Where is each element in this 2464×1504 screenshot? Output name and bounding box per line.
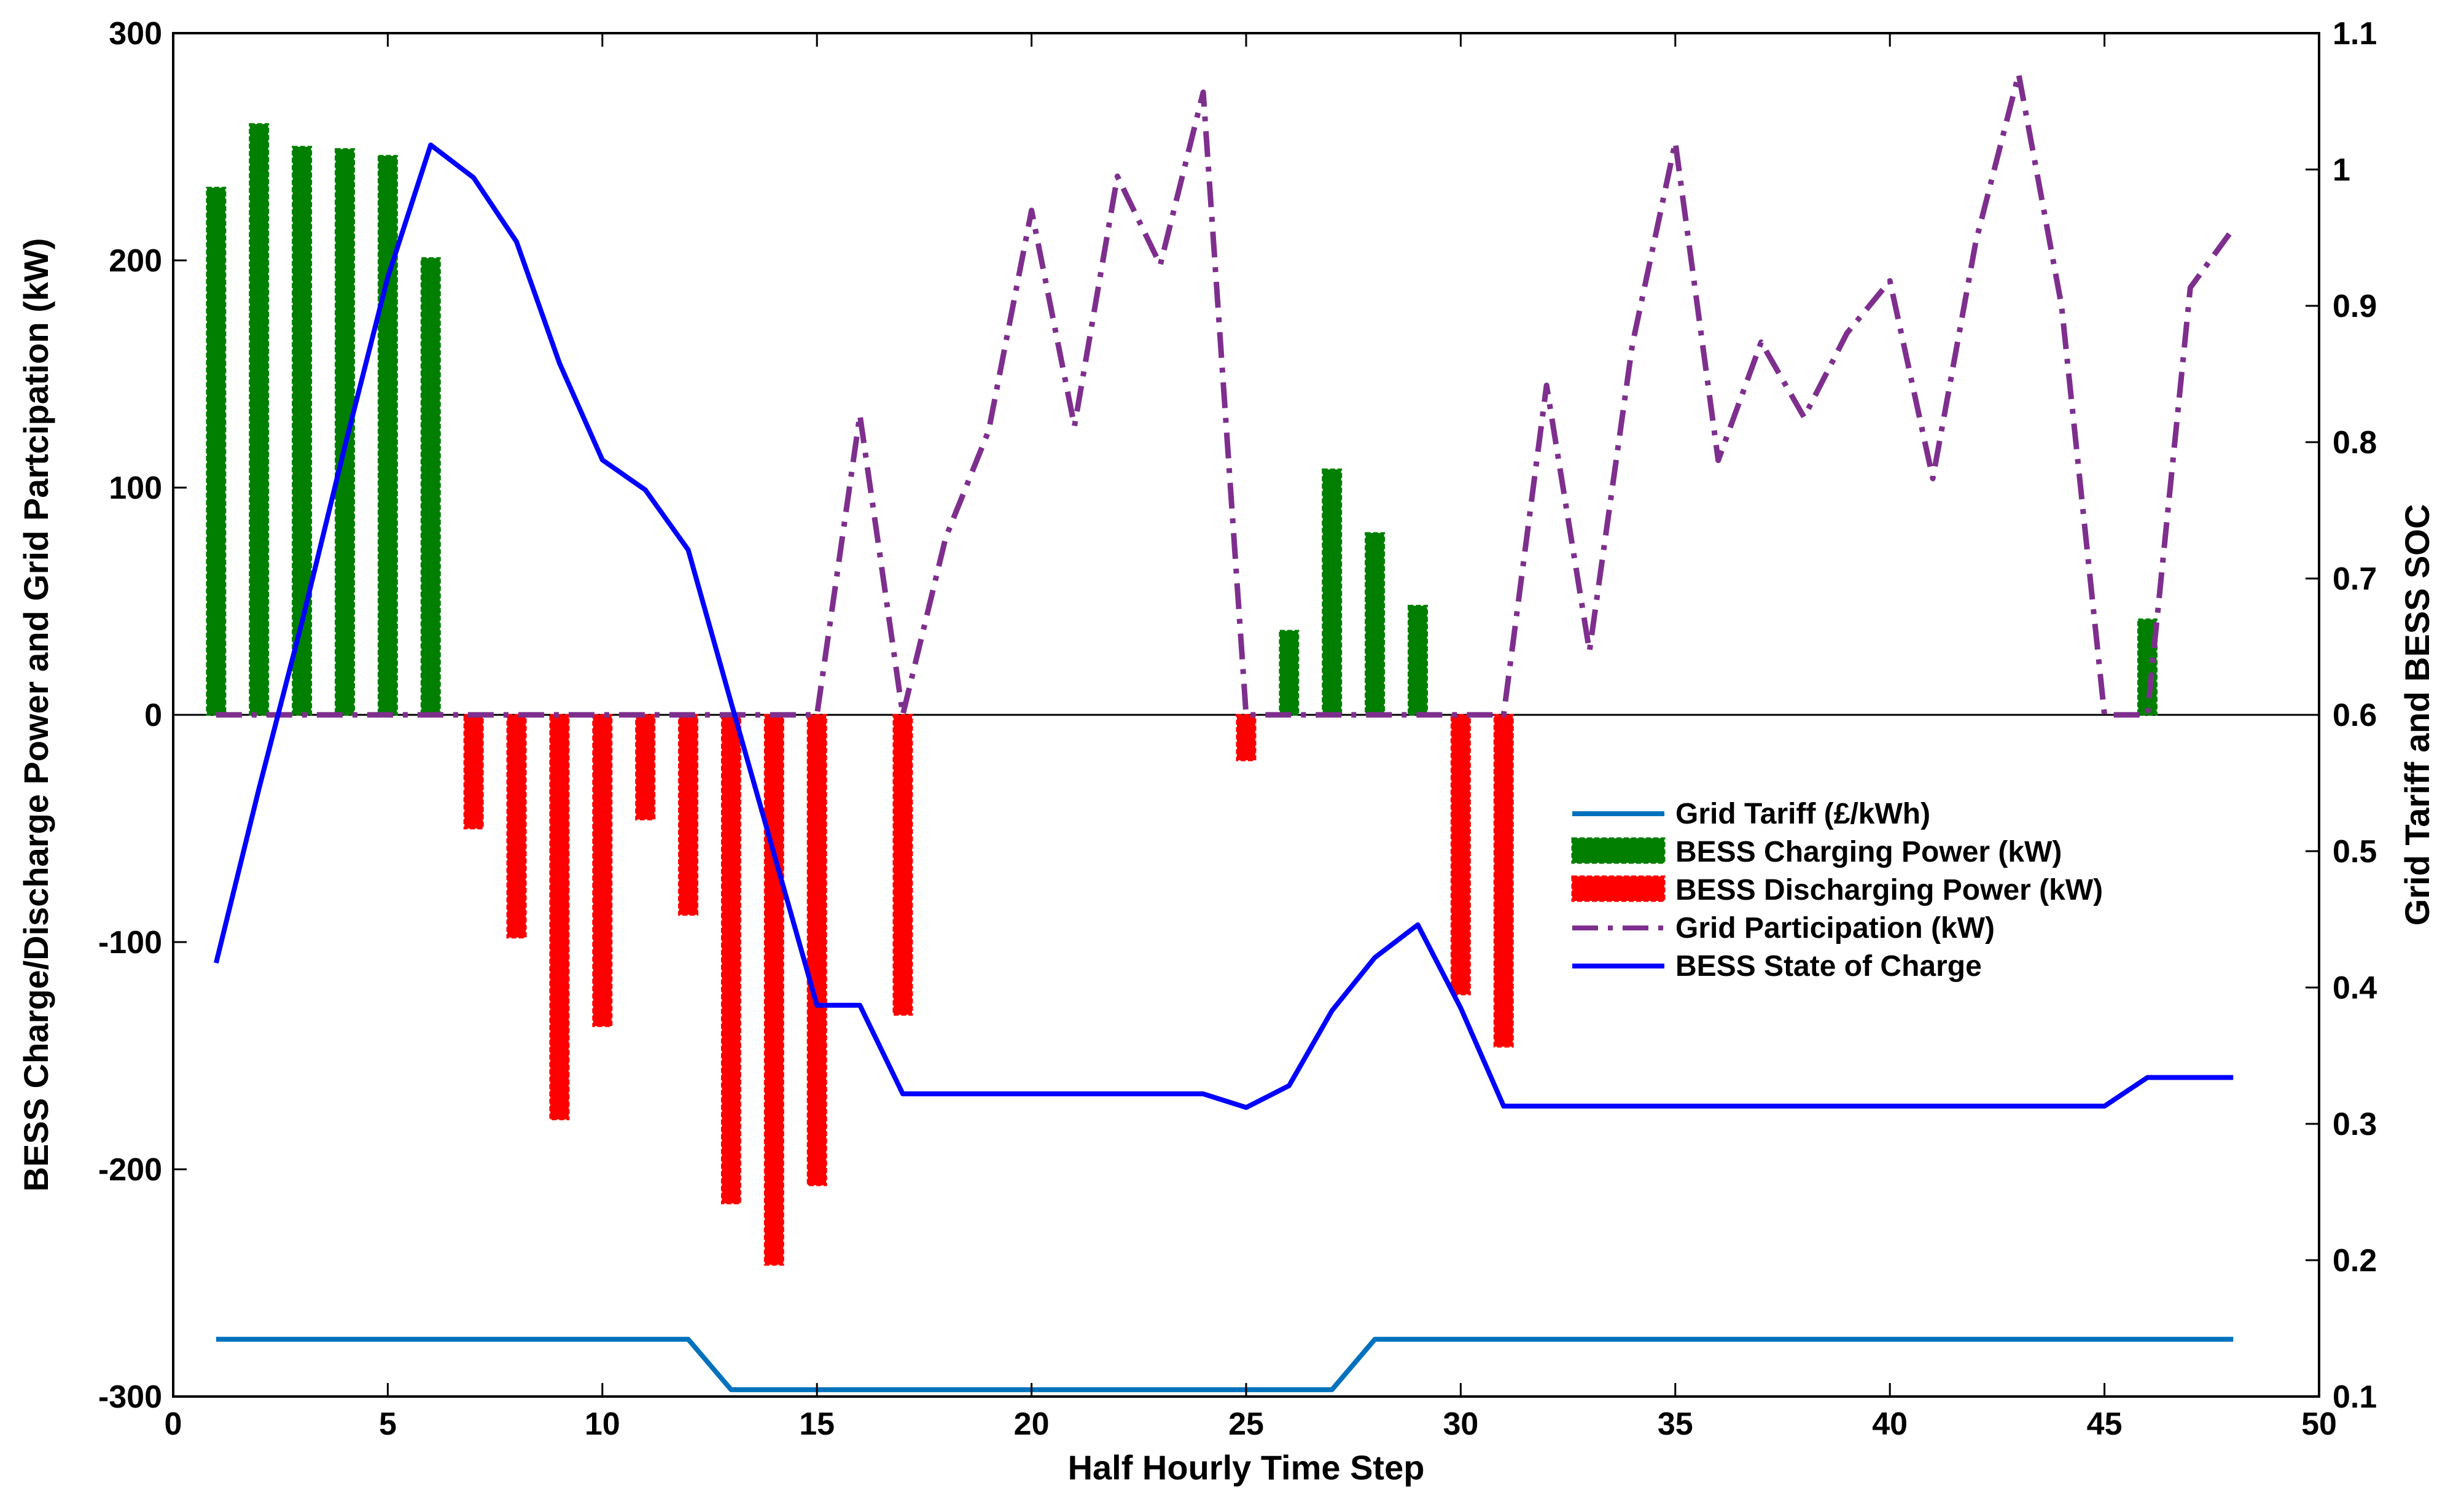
grid-tariff-line [216,1336,2234,1392]
x-tick-label-25: 25 [1228,1406,1264,1442]
bar-discharging-12 [678,714,699,916]
x-tick-label-20: 20 [1014,1406,1050,1442]
bar-discharging-11 [635,714,656,820]
y-left-tick-label-100: 100 [109,470,162,506]
x-tick-label-45: 45 [2087,1406,2123,1442]
y-right-tick-label-0.6: 0.6 [2333,698,2377,733]
y-right-tick-label-0.4: 0.4 [2333,970,2377,1006]
bar-charging-28 [1365,532,1386,716]
legend-label-grid-tariff-kwh: Grid Tariff (£/kWh) [1675,798,1930,830]
right-y-axis-title: Grid Tariff and BESS SOC [2398,504,2436,926]
bar-discharging-9 [549,714,570,1121]
y-right-tick-label-0.2: 0.2 [2333,1243,2377,1279]
x-tick-label-10: 10 [585,1406,620,1442]
x-tick-label-50: 50 [2301,1406,2337,1442]
x-tick-label-5: 5 [379,1406,397,1442]
legend-label-bess-discharging-power-kw: BESS Discharging Power (kW) [1675,874,2103,906]
left-y-axis-title: BESS Charge/Discharge Power and Grid Par… [17,238,55,1192]
bar-discharging-14 [763,714,784,1266]
y-left-tick-label-0: 0 [144,698,162,733]
y-right-tick-label-1.1: 1.1 [2333,16,2377,52]
axis-ticks: 0 5 10 15 20 25 30 35 40 45 50 -300 -200 -100 0 100 200 3… [98,16,2377,1442]
y-right-tick-label-0.9: 0.9 [2333,289,2377,324]
y-left-tick-label--100: -100 [98,925,162,960]
bar-charging-6 [420,257,441,716]
bar-discharging-30 [1450,714,1471,996]
legend-swatch-bess-charging-power-kw [1571,837,1666,864]
x-axis-title: Half Hourly Time Step [1068,1448,1425,1487]
grid-participation-line [216,71,2236,718]
x-tick-label-30: 30 [1443,1406,1478,1442]
bar-charging-5 [377,155,398,716]
bar-charging-26 [1279,629,1300,716]
bar-discharging-8 [506,714,527,939]
bar-discharging-17 [892,714,913,1016]
bar-discharging-31 [1493,714,1514,1048]
bar-charging-29 [1408,604,1429,716]
y-right-tick-label-0.1: 0.1 [2333,1379,2377,1415]
bess-soc-line [213,142,2234,1110]
bar-discharging-25 [1236,714,1257,762]
plot-marks [173,71,2319,1392]
x-tick-label-35: 35 [1658,1406,1693,1442]
bar-discharging-13 [720,714,741,1204]
legend-label-bess-charging-power-kw: BESS Charging Power (kW) [1675,836,2062,868]
bar-discharging-7 [463,714,484,830]
bar-charging-4 [335,148,356,716]
x-tick-label-40: 40 [1872,1406,1908,1442]
bar-charging-27 [1322,468,1343,716]
bar-charging-1 [206,187,227,716]
bar-charging-2 [249,123,270,716]
legend: Grid Tariff (£/kWh) BESS Charging Power (… [1571,798,2103,983]
x-tick-label-0: 0 [165,1406,182,1442]
y-left-tick-label--200: -200 [98,1152,162,1188]
bar-discharging-15 [806,714,827,1186]
y-right-tick-label-0.7: 0.7 [2333,561,2377,597]
bar-discharging-10 [592,714,613,1027]
legend-label-grid-participation-kw: Grid Participation (kW) [1675,912,1995,945]
y-left-tick-label-300: 300 [109,16,162,52]
y-left-tick-label-200: 200 [109,243,162,279]
y-right-tick-label-0.5: 0.5 [2333,834,2377,870]
legend-swatch-bess-discharging-power-kw [1571,875,1666,902]
y-left-tick-label--300: -300 [98,1379,162,1415]
y-right-tick-label-0.3: 0.3 [2333,1107,2377,1142]
y-right-tick-label-0.8: 0.8 [2333,425,2377,461]
y-right-tick-label-1: 1 [2333,152,2350,188]
x-tick-label-15: 15 [799,1406,835,1442]
legend-label-bess-state-of-charge: BESS State of Charge [1675,950,1982,983]
